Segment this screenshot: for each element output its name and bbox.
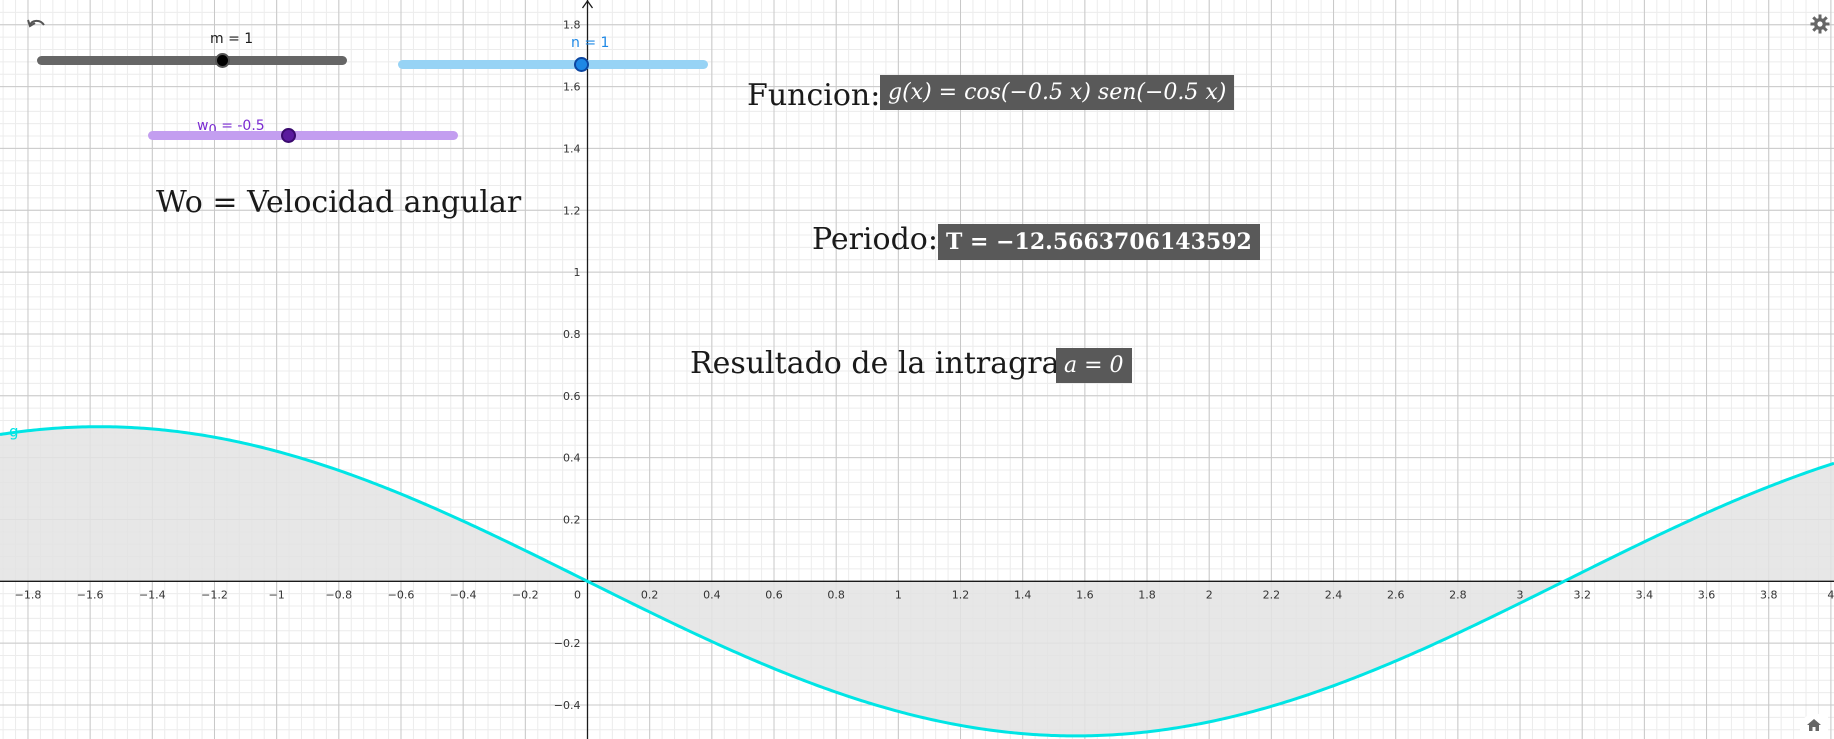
x-tick-label: 1.2 xyxy=(952,588,970,601)
x-tick-label: 2.4 xyxy=(1325,588,1343,601)
y-tick-label: −0.4 xyxy=(554,699,581,712)
x-tick-label: −0.2 xyxy=(512,588,539,601)
settings-button[interactable] xyxy=(1808,14,1832,38)
x-tick-label: −0.8 xyxy=(325,588,352,601)
x-tick-label: 3 xyxy=(1517,588,1524,601)
x-tick-label: 4 xyxy=(1827,588,1834,601)
x-tick-label: −1 xyxy=(269,588,285,601)
y-tick-label: −0.2 xyxy=(554,637,581,650)
function-label: g xyxy=(9,423,19,441)
y-tick-label: 1.4 xyxy=(563,142,581,155)
x-tick-label: 1 xyxy=(895,588,902,601)
x-tick-label: −1.4 xyxy=(139,588,166,601)
x-tick-label: −1.8 xyxy=(15,588,42,601)
y-tick-label: 1.6 xyxy=(563,81,581,94)
slider-w0-label-base: w xyxy=(197,118,209,134)
x-tick-label: −0.6 xyxy=(388,588,415,601)
x-tick-label: 3.2 xyxy=(1573,588,1591,601)
periodo-formula[interactable]: T = −12.5663706143592 xyxy=(938,224,1260,260)
y-axis-arrow xyxy=(581,0,594,9)
y-tick-label: 0.6 xyxy=(563,390,581,403)
x-tick-label: −1.6 xyxy=(77,588,104,601)
function-curve[interactable] xyxy=(0,425,1834,738)
resultado-caption: Resultado de la intragral: xyxy=(690,346,1080,381)
y-tick-label: 0.4 xyxy=(563,452,581,465)
x-tick-label: 2.6 xyxy=(1387,588,1405,601)
x-tick-label: 1.6 xyxy=(1076,588,1094,601)
slider-w0-track[interactable] xyxy=(148,131,458,140)
y-tick-label: 1.8 xyxy=(563,19,581,32)
y-tick-label: 1.2 xyxy=(563,204,581,217)
slider-w0-label-sub: 0 xyxy=(208,123,216,138)
slider-w0-label-value: = -0.5 xyxy=(221,118,265,134)
slider-n-track[interactable] xyxy=(398,60,708,69)
y-tick-label: 0.2 xyxy=(563,513,581,526)
x-tick-label: 2.2 xyxy=(1263,588,1281,601)
x-tick-label: 0.8 xyxy=(827,588,845,601)
velocidad-caption: Wo = Velocidad angular xyxy=(156,185,522,220)
home-button[interactable] xyxy=(1800,714,1828,739)
x-tick-label: 0.4 xyxy=(703,588,721,601)
undo-icon xyxy=(26,16,48,38)
slider-n-label: n = 1 xyxy=(571,35,610,51)
x-tick-label: 3.6 xyxy=(1698,588,1716,601)
gear-icon xyxy=(1810,14,1830,38)
slider-m-label: m = 1 xyxy=(210,31,254,47)
home-icon xyxy=(1806,717,1822,736)
integral-area xyxy=(0,426,1834,736)
x-tick-label: 0 xyxy=(574,588,581,601)
slider-w0-thumb[interactable] xyxy=(281,128,296,143)
y-tick-label: 0.8 xyxy=(563,328,581,341)
slider-w0-label: w0 = -0.5 xyxy=(197,118,265,138)
funcion-caption: Funcion: xyxy=(747,78,881,113)
funcion-formula[interactable]: g(x) = cos(−0.5 x) sen(−0.5 x) xyxy=(880,75,1235,110)
x-tick-label: 1.8 xyxy=(1138,588,1156,601)
x-tick-label: 2 xyxy=(1206,588,1213,601)
slider-m-thumb[interactable] xyxy=(215,53,230,68)
x-tick-label: −1.2 xyxy=(201,588,228,601)
x-tick-label: 3.8 xyxy=(1760,588,1778,601)
resultado-formula[interactable]: a = 0 xyxy=(1056,348,1132,383)
x-tick-label: 0.2 xyxy=(641,588,659,601)
x-tick-label: 1.4 xyxy=(1014,588,1032,601)
y-tick-label: 1 xyxy=(574,266,581,279)
x-tick-label: 0.6 xyxy=(765,588,783,601)
slider-n-thumb[interactable] xyxy=(574,57,589,72)
periodo-caption: Periodo: xyxy=(812,222,938,257)
x-tick-label: 3.4 xyxy=(1636,588,1654,601)
slider-m-track[interactable] xyxy=(37,56,347,65)
x-tick-label: 2.8 xyxy=(1449,588,1467,601)
x-tick-label: −0.4 xyxy=(450,588,477,601)
undo-button[interactable] xyxy=(24,16,50,38)
